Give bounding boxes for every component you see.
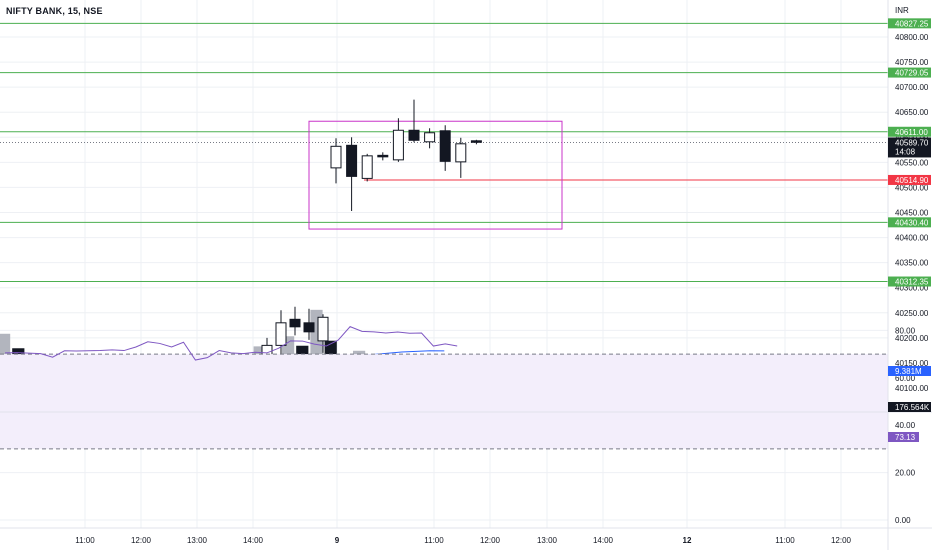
time-tick-label: 14:00 bbox=[243, 536, 264, 545]
chart-title: NIFTY BANK, 15, NSE bbox=[6, 6, 103, 16]
price-pane bbox=[0, 22, 888, 396]
level-price-label-bg bbox=[888, 126, 931, 137]
candle-body bbox=[361, 155, 373, 179]
volume-ma-label: 9.381M bbox=[895, 367, 922, 376]
candle-body bbox=[392, 129, 404, 161]
price-tick-label: 40150.00 bbox=[895, 359, 929, 368]
rsi-tick-label: 20.00 bbox=[895, 469, 916, 478]
price-tick-label: 40500.00 bbox=[895, 183, 929, 192]
time-tick-label: 13:00 bbox=[187, 536, 208, 545]
candle-body bbox=[289, 318, 301, 328]
time-tick-label: 12 bbox=[683, 536, 692, 545]
price-tick-label: 40750.00 bbox=[895, 58, 929, 67]
candle-body bbox=[455, 143, 467, 163]
candle-body bbox=[439, 130, 451, 162]
time-tick-label: 12:00 bbox=[480, 536, 501, 545]
candle-body bbox=[346, 144, 358, 177]
rsi-line bbox=[4, 326, 458, 361]
rsi-pane bbox=[0, 326, 888, 450]
time-tick-label: 11:00 bbox=[424, 536, 444, 545]
rsi-band bbox=[0, 354, 888, 449]
candle-body bbox=[317, 316, 329, 342]
last-volume-label-bg bbox=[888, 402, 931, 412]
rsi-tick-label: 40.00 bbox=[895, 421, 916, 430]
last-price-label: 40589.70 bbox=[895, 138, 929, 147]
time-tick-label: 9 bbox=[335, 536, 340, 545]
countdown-label: 14:08 bbox=[895, 147, 916, 156]
rsi-last-label: 73.13 bbox=[895, 433, 916, 442]
level-price-label-bg bbox=[888, 67, 931, 78]
price-tick-label: 40650.00 bbox=[895, 108, 929, 117]
last-volume-label: 176.564K bbox=[895, 403, 930, 412]
price-tick-label: 40450.00 bbox=[895, 209, 929, 218]
candle-body bbox=[303, 322, 315, 333]
price-tick-label: 40800.00 bbox=[895, 33, 929, 42]
last-price-label-bg bbox=[888, 137, 931, 158]
candle-body bbox=[330, 145, 342, 169]
price-tick-label: 40700.00 bbox=[895, 83, 929, 92]
price-tick-label: 40300.00 bbox=[895, 284, 929, 293]
level-price-label: 40430.40 bbox=[895, 218, 929, 227]
rsi-last-label-bg bbox=[888, 432, 919, 442]
level-price-label-bg bbox=[888, 276, 931, 287]
time-tick-label: 12:00 bbox=[131, 536, 152, 545]
time-tick-label: 11:00 bbox=[75, 536, 95, 545]
price-tick-label: 40350.00 bbox=[895, 259, 929, 268]
level-price-label: 40312.35 bbox=[895, 278, 929, 287]
currency-label: INR bbox=[895, 6, 909, 15]
range-box bbox=[308, 120, 563, 230]
candle-body bbox=[424, 132, 436, 143]
time-tick-label: 13:00 bbox=[537, 536, 558, 545]
level-price-label-bg bbox=[888, 18, 931, 29]
level-price-label-bg bbox=[888, 217, 931, 228]
time-tick-label: 11:00 bbox=[775, 536, 795, 545]
price-tick-label: 40100.00 bbox=[895, 384, 929, 393]
rsi-tick-label: 60.00 bbox=[895, 374, 916, 383]
candle-body bbox=[275, 322, 287, 346]
candle-body bbox=[470, 140, 482, 143]
level-price-label: 40729.05 bbox=[895, 69, 929, 78]
red-level-label-bg bbox=[888, 174, 931, 185]
volume-ma-label-bg bbox=[888, 366, 931, 376]
time-tick-label: 12:00 bbox=[831, 536, 852, 545]
candle-body bbox=[377, 154, 389, 158]
time-tick-label: 14:00 bbox=[593, 536, 614, 545]
candle-body bbox=[408, 129, 420, 141]
rsi-tick-label: 80.00 bbox=[895, 326, 916, 335]
red-level-label: 40514.90 bbox=[895, 176, 929, 185]
price-tick-label: 40200.00 bbox=[895, 334, 929, 343]
level-price-label: 40611.00 bbox=[895, 128, 928, 137]
level-price-label: 40827.25 bbox=[895, 19, 929, 28]
price-tick-label: 40250.00 bbox=[895, 309, 929, 318]
price-tick-label: 40400.00 bbox=[895, 234, 929, 243]
rsi-tick-label: 0.00 bbox=[895, 516, 911, 525]
price-tick-label: 40550.00 bbox=[895, 158, 929, 167]
